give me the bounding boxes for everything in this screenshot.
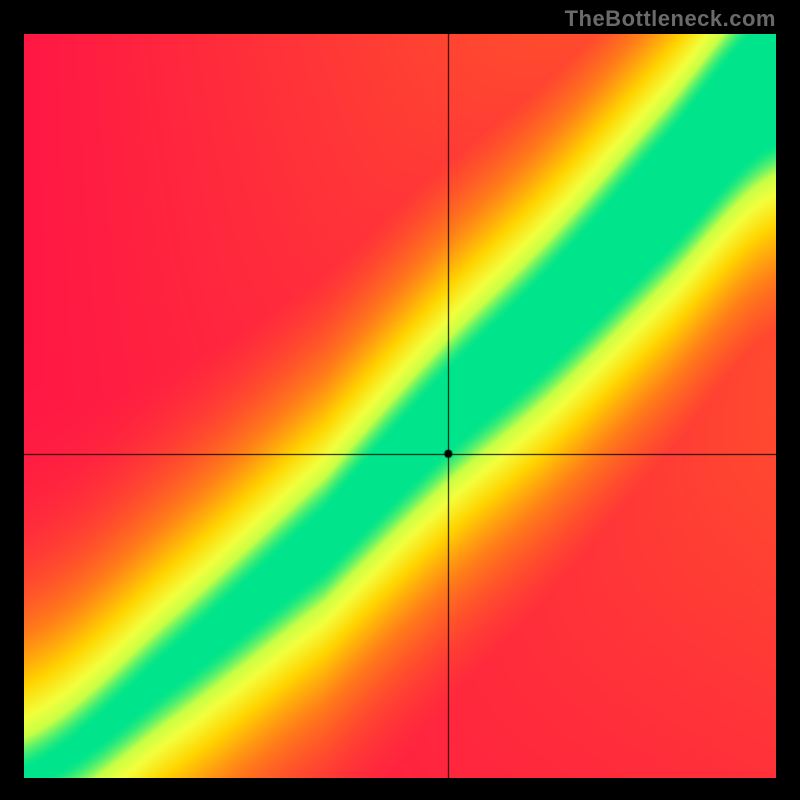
- chart-frame: TheBottleneck.com: [0, 0, 800, 800]
- watermark-text: TheBottleneck.com: [565, 6, 776, 32]
- overlay-canvas: [24, 34, 776, 778]
